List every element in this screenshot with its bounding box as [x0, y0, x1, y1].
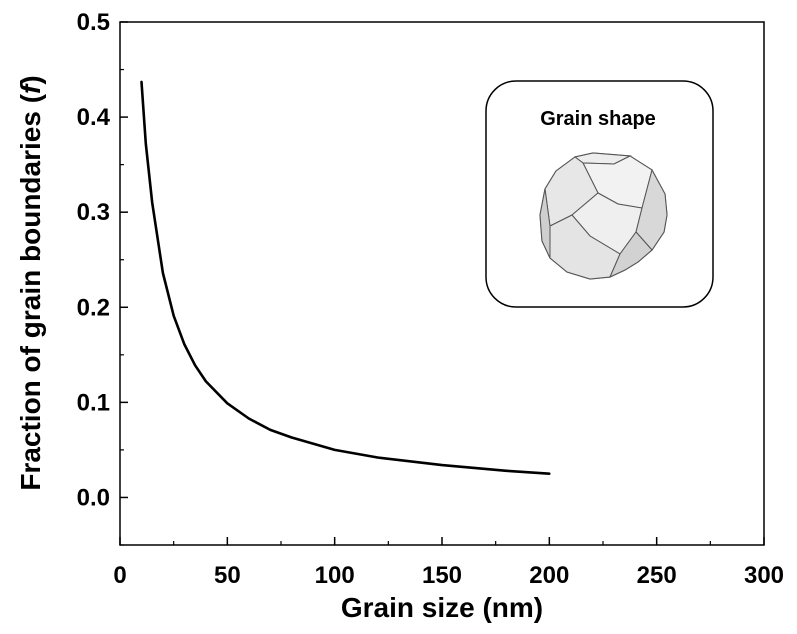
y-tick-label: 0.0 — [77, 484, 110, 511]
y-tick-label: 0.5 — [77, 9, 110, 36]
inset-title: Grain shape — [540, 108, 656, 130]
series-line — [140, 80, 551, 476]
x-tick-label: 0 — [113, 562, 126, 589]
y-tick-label: 0.2 — [77, 294, 110, 321]
x-axis-ticks: 0 50 100 150 200 250 300 — [113, 537, 784, 589]
x-tick-label: 100 — [315, 562, 355, 589]
grain-shape-illustration — [539, 152, 668, 280]
y-axis-title: Fraction of grain boundaries (f) — [15, 75, 46, 490]
x-axis-title: Grain size (nm) — [341, 592, 543, 623]
x-tick-label: 200 — [529, 562, 569, 589]
x-tick-label: 50 — [214, 562, 241, 589]
y-axis-ticks: 0.0 0.1 0.2 0.3 0.4 0.5 — [77, 9, 128, 546]
y-tick-label: 0.3 — [77, 199, 110, 226]
inset-box: Grain shape — [485, 80, 714, 308]
x-tick-label: 150 — [422, 562, 462, 589]
y-tick-label: 0.4 — [77, 104, 111, 131]
x-tick-label: 250 — [637, 562, 677, 589]
x-tick-label: 300 — [744, 562, 784, 589]
y-tick-label: 0.1 — [77, 389, 110, 416]
series-layer — [140, 80, 551, 476]
